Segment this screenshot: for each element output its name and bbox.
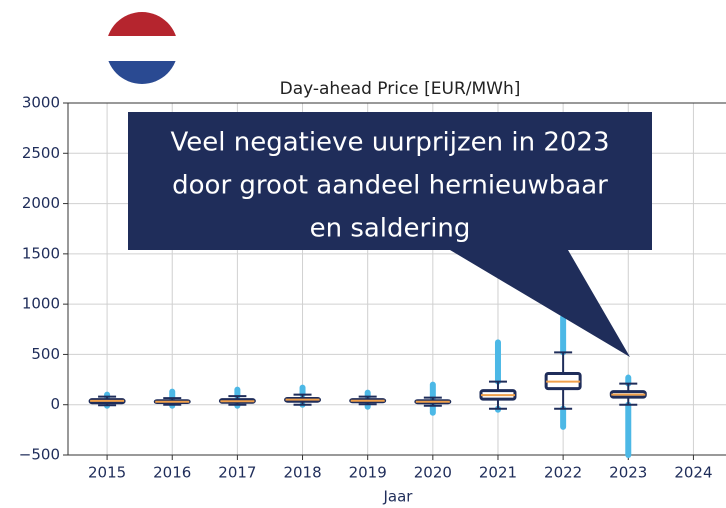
y-tick-label: 1000 <box>22 295 60 313</box>
x-tick-label: 2018 <box>283 464 321 482</box>
annotation-line: Veel negatieve uurprijzen in 2023 <box>170 128 609 158</box>
chart-title: Day-ahead Price [EUR/MWh] <box>280 79 521 99</box>
annotation-line: en saldering <box>310 214 471 244</box>
x-tick-label: 2023 <box>609 464 647 482</box>
y-tick-label: 2000 <box>22 194 60 212</box>
x-tick-label: 2016 <box>153 464 191 482</box>
x-tick-label: 2020 <box>414 464 452 482</box>
annotation-line: door groot aandeel hernieuwbaar <box>172 171 608 201</box>
x-tick-label: 2024 <box>674 464 712 482</box>
x-tick-label: 2022 <box>544 464 582 482</box>
callout <box>128 112 652 357</box>
y-tick-label: 0 <box>50 395 60 413</box>
y-tick-label: 1500 <box>22 244 60 262</box>
x-tick-label: 2015 <box>88 464 126 482</box>
y-tick-label: 500 <box>31 345 60 363</box>
x-tick-label: 2021 <box>479 464 517 482</box>
y-tick-label: −500 <box>19 446 60 464</box>
x-tick-label: 2019 <box>349 464 387 482</box>
x-tick-label: 2017 <box>218 464 256 482</box>
y-tick-label: 3000 <box>22 94 60 112</box>
y-tick-label: 2500 <box>22 144 60 162</box>
x-axis-label: Jaar <box>383 488 414 506</box>
plot-frame <box>67 102 726 456</box>
flag <box>106 12 178 84</box>
